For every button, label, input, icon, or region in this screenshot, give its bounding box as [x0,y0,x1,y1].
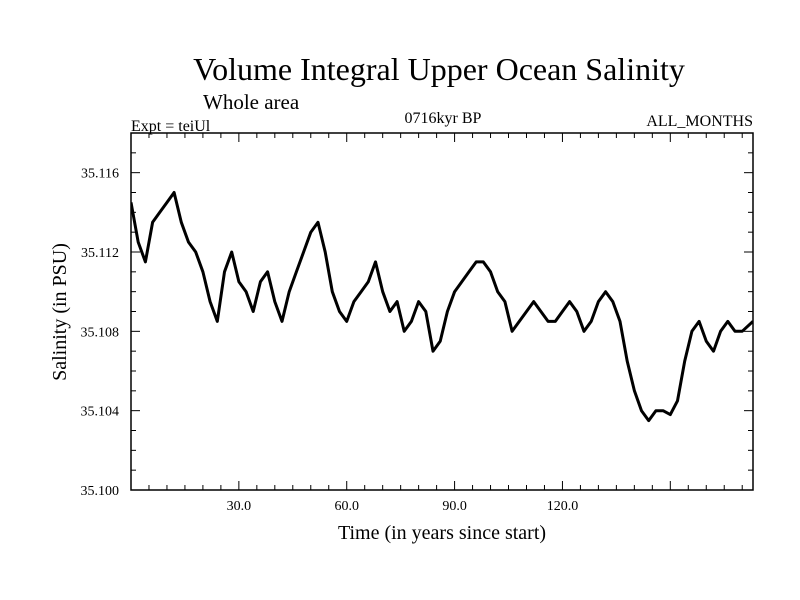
period-label: 0716kyr BP [405,110,482,127]
x-axis-ticks: 30.0 60.0 90.0 120.0 [148,133,743,514]
y-tick-label: 35.108 [81,325,120,340]
plot-frame [130,132,754,491]
y-axis-ticks: 35.100 35.104 35.108 35.112 35.116 [81,152,753,499]
x-tick-label: 60.0 [334,499,359,514]
chart-title: Volume Integral Upper Ocean Salinity [193,51,685,87]
months-label: ALL_MONTHS [646,113,753,130]
y-tick-label: 35.116 [81,167,119,182]
x-tick-label: 90.0 [442,499,467,514]
experiment-label: Expt = teiUl [131,118,211,135]
y-tick-label: 35.104 [81,405,120,420]
x-tick-label: 30.0 [227,499,252,514]
chart-subtitle: Whole area [203,90,300,114]
y-tick-label: 35.100 [81,484,120,499]
y-axis-label: Salinity (in PSU) [49,243,71,381]
x-axis-label: Time (in years since start) [338,522,546,544]
x-tick-label: 120.0 [547,499,579,514]
salinity-series-line [131,191,753,423]
y-tick-label: 35.112 [81,246,119,261]
